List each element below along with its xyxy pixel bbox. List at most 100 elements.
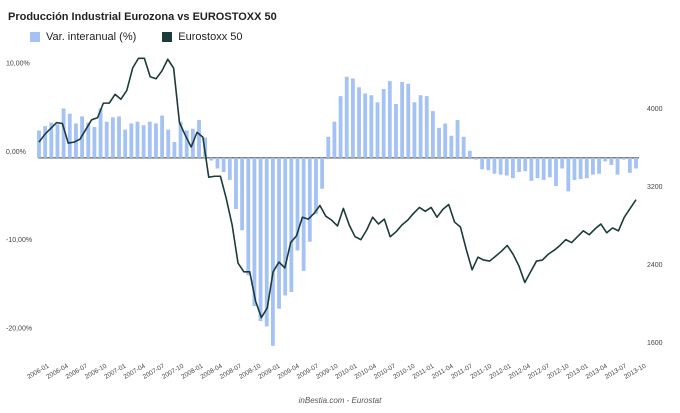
bar-var-interanual[interactable] [591,157,595,175]
bar-var-interanual[interactable] [437,127,441,158]
bar-var-interanual[interactable] [492,157,497,174]
bar-var-interanual[interactable] [363,93,368,158]
bar-var-interanual[interactable] [523,157,528,172]
bar-var-interanual[interactable] [406,83,411,158]
bar-var-interanual[interactable] [332,121,337,158]
bar-var-interanual[interactable] [449,135,454,158]
bar-var-interanual[interactable] [597,157,601,174]
bar-var-interanual[interactable] [560,157,565,169]
bar-var-interanual[interactable] [104,121,109,158]
bar-var-interanual[interactable] [240,157,245,231]
bar-var-interanual[interactable] [320,157,325,189]
bar-var-interanual[interactable] [541,157,546,180]
bar-var-interanual[interactable] [554,157,558,187]
bar-var-interanual[interactable] [443,123,448,158]
bar-var-interanual[interactable] [184,130,189,158]
bar-var-interanual[interactable] [430,111,435,158]
bar-var-interanual[interactable] [338,96,343,158]
bar-var-interanual[interactable] [480,157,485,170]
bar-var-interanual[interactable] [178,121,183,158]
bar-var-interanual[interactable] [307,157,312,242]
bar-var-interanual[interactable] [578,157,583,180]
bar-var-interanual[interactable] [215,157,220,169]
bar-var-interanual[interactable] [387,81,392,158]
bar-var-interanual[interactable] [486,157,491,171]
bar-var-interanual[interactable] [603,157,608,162]
bar-var-interanual[interactable] [498,157,503,175]
bar-var-interanual[interactable] [283,157,288,296]
bar-var-interanual[interactable] [221,157,226,172]
bar-var-interanual[interactable] [141,125,146,158]
bar-var-interanual[interactable] [92,127,97,158]
bar-var-interanual[interactable] [246,157,251,276]
bar-var-interanual[interactable] [627,157,632,173]
bar-var-interanual[interactable] [375,102,380,158]
bar-var-interanual[interactable] [566,157,571,192]
bar-var-interanual[interactable] [258,157,263,322]
bar-var-interanual[interactable] [301,157,306,271]
bar-var-interanual[interactable] [129,123,134,158]
legend-item-var-interanual[interactable]: Var. interanual (%) [30,31,136,43]
bar-var-interanual[interactable] [234,157,238,210]
bar-var-interanual[interactable] [166,129,171,158]
bar-var-interanual[interactable] [277,157,281,309]
bar-var-interanual[interactable] [123,129,128,158]
bar-var-interanual[interactable] [517,157,521,172]
bar-var-interanual[interactable] [197,119,201,158]
bar-var-interanual[interactable] [270,157,275,346]
bar-var-interanual[interactable] [252,157,257,307]
bar-var-interanual[interactable] [67,113,72,158]
bar-var-interanual[interactable] [412,102,417,158]
bar-var-interanual[interactable] [547,157,552,178]
bar-var-interanual[interactable] [160,115,164,158]
bar-var-interanual[interactable] [615,157,620,175]
bar-var-interanual[interactable] [467,150,472,158]
bar-var-interanual[interactable] [634,157,638,169]
bar-var-interanual[interactable] [400,82,405,158]
bar-var-interanual[interactable] [295,157,300,251]
bar-var-interanual[interactable] [357,87,361,158]
bar-var-interanual[interactable] [455,119,460,158]
bar-var-interanual[interactable] [572,157,577,180]
chart-legend: Var. interanual (%) Eurostoxx 50 [30,31,243,43]
bar-var-interanual[interactable] [147,121,152,158]
line-eurostoxx[interactable] [38,57,637,319]
bar-var-interanual[interactable] [264,157,269,327]
bar-var-interanual[interactable] [529,157,534,181]
bar-var-interanual[interactable] [172,142,177,158]
bar-var-interanual[interactable] [584,157,589,179]
bar-var-interanual[interactable] [418,95,423,158]
bar-var-interanual[interactable] [98,108,103,158]
bar-var-interanual[interactable] [209,157,214,161]
bar-var-interanual[interactable] [394,104,398,158]
bar-var-interanual[interactable] [49,122,54,158]
bar-var-interanual[interactable] [504,157,509,176]
bar-var-interanual[interactable] [135,121,140,158]
bar-var-interanual[interactable] [37,130,41,158]
bar-var-interanual[interactable] [289,157,294,292]
bar-var-interanual[interactable] [326,136,331,158]
bar-var-interanual[interactable] [511,157,515,179]
bar-var-interanual[interactable] [117,116,121,158]
bar-var-interanual[interactable] [227,157,232,180]
legend-swatch-bars [30,32,40,42]
bar-var-interanual[interactable] [154,123,158,158]
bar-var-interanual[interactable] [61,108,66,158]
legend-item-eurostoxx[interactable]: Eurostoxx 50 [162,31,243,43]
bar-var-interanual[interactable] [461,136,466,158]
bar-var-interanual[interactable] [369,95,374,158]
bar-var-interanual[interactable] [55,124,60,158]
bar-var-interanual[interactable] [86,122,91,158]
bar-var-interanual[interactable] [535,157,540,179]
bar-var-interanual[interactable] [609,157,614,165]
bar-var-interanual[interactable] [621,157,626,160]
bar-var-interanual[interactable] [344,76,349,158]
bar-var-interanual[interactable] [314,157,318,215]
bar-var-interanual[interactable] [43,126,48,158]
bar-var-interanual[interactable] [424,96,429,158]
bar-var-interanual[interactable] [381,89,386,158]
bar-var-interanual[interactable] [350,78,355,158]
legend-label-line: Eurostoxx 50 [178,31,243,43]
bar-var-interanual[interactable] [474,157,478,160]
bar-var-interanual[interactable] [110,117,115,158]
